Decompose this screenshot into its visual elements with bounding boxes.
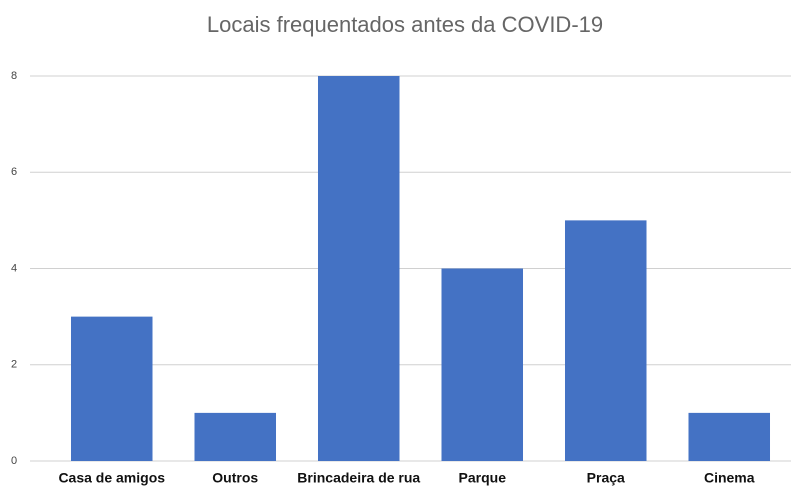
bar <box>194 412 277 461</box>
y-tick-label: 0 <box>11 455 17 467</box>
y-tick-label: 4 <box>11 262 17 274</box>
x-tick-label: Brincadeira de rua <box>297 470 420 486</box>
x-tick-label: Parque <box>459 470 507 486</box>
y-tick-label: 8 <box>11 70 17 82</box>
x-tick-label: Cinema <box>704 470 755 486</box>
bar <box>317 76 400 461</box>
x-tick-label: Praça <box>587 470 625 486</box>
y-tick-label: 2 <box>11 359 17 371</box>
bar <box>688 412 771 461</box>
bar <box>441 268 524 461</box>
bar <box>564 220 647 461</box>
y-tick-label: 6 <box>11 166 17 178</box>
bar <box>70 316 153 461</box>
chart-title: Locais frequentados antes da COVID-19 <box>207 12 603 37</box>
x-tick-label: Outros <box>212 470 258 486</box>
x-tick-label: Casa de amigos <box>58 470 165 486</box>
